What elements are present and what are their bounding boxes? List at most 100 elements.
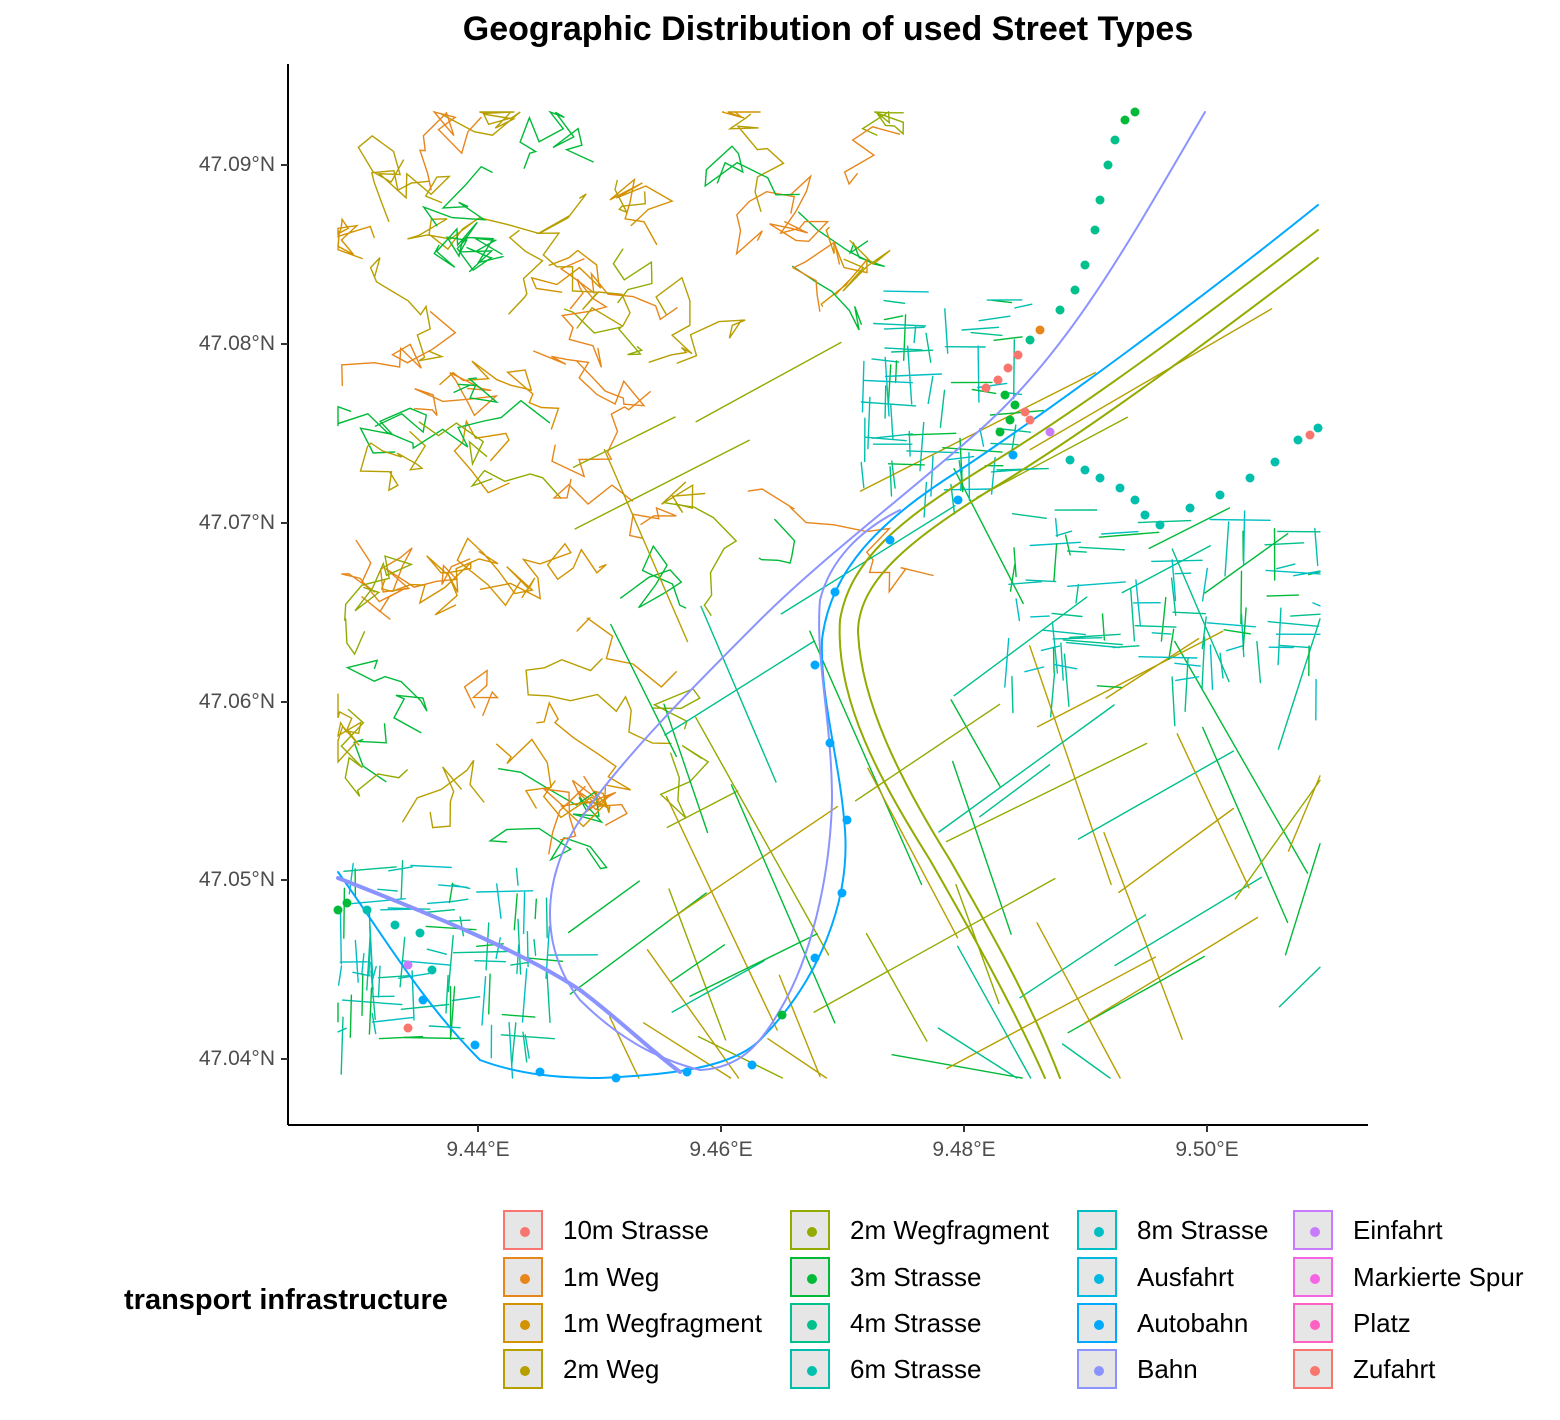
legend-dot-icon <box>520 1227 530 1237</box>
legend-key <box>503 1349 543 1389</box>
point-marker <box>1155 520 1165 530</box>
legend-item: 2m Wegfragment <box>790 1208 1049 1252</box>
street-segment <box>1066 550 1088 553</box>
street-segment <box>1171 559 1177 602</box>
point-marker <box>1080 465 1090 475</box>
street-segment <box>1266 594 1300 597</box>
street-segment <box>913 324 917 344</box>
street-segment <box>551 391 651 478</box>
street-segment <box>871 433 913 439</box>
street-segment <box>500 1034 555 1040</box>
point-marker <box>535 1067 545 1077</box>
street-segment <box>906 450 960 454</box>
point-marker <box>1025 335 1035 345</box>
street-segment <box>1279 644 1311 649</box>
point-marker <box>810 953 820 963</box>
legend-item: Zufahrt <box>1293 1347 1435 1391</box>
street-segment <box>887 364 892 406</box>
street-segment <box>903 314 907 361</box>
point-marker <box>1130 495 1140 505</box>
street-segment <box>1240 570 1243 625</box>
point-marker <box>403 1023 413 1033</box>
point-marker <box>1010 400 1020 410</box>
street-segment <box>370 169 430 222</box>
street-segment <box>474 960 507 963</box>
legend-label: 2m Wegfragment <box>850 1214 1049 1245</box>
street-segment <box>445 974 449 1014</box>
street-segment <box>1024 666 1045 673</box>
legend-key <box>503 1257 543 1297</box>
street-segment <box>496 738 552 809</box>
legend-label: Einfahrt <box>1353 1214 1443 1245</box>
street-segment <box>546 968 551 1023</box>
street-segment <box>517 918 522 975</box>
street-segment <box>891 460 896 489</box>
street-segment <box>612 248 653 304</box>
street-segment <box>427 900 453 905</box>
legend-dot-icon <box>1094 1366 1104 1376</box>
street-segment <box>1118 807 1235 894</box>
street-segment <box>349 994 353 1038</box>
street-segment <box>778 974 821 1078</box>
street-segment <box>1028 645 1112 886</box>
street-segment <box>1075 583 1080 604</box>
y-tick-label: 47.04°N <box>198 1047 275 1070</box>
street-segment <box>440 111 521 136</box>
point-marker <box>953 495 963 505</box>
point-marker <box>1055 305 1065 315</box>
point-marker <box>1065 455 1075 465</box>
street-segment <box>1242 607 1247 650</box>
legend-key <box>1077 1257 1117 1297</box>
street-segment <box>666 790 739 829</box>
street-segment <box>669 805 839 921</box>
street-segment <box>368 987 373 1035</box>
point-marker <box>418 995 428 1005</box>
street-segment <box>1174 572 1192 575</box>
legend-dot-icon <box>1094 1227 1104 1237</box>
point-marker <box>1005 415 1015 425</box>
legend-key <box>1293 1210 1333 1250</box>
legend-item: Ausfahrt <box>1077 1255 1234 1299</box>
point-marker <box>1035 325 1045 335</box>
point-marker <box>390 920 400 930</box>
street-segment <box>1049 672 1056 718</box>
street-segment <box>1014 303 1033 309</box>
main-road-2 <box>856 257 1319 1079</box>
point-marker <box>333 905 343 915</box>
legend-item: 8m Strasse <box>1077 1208 1269 1252</box>
street-segment <box>939 389 946 428</box>
legend-label: 4m Strasse <box>850 1307 982 1338</box>
street-segment <box>1040 645 1061 652</box>
street-segment <box>336 217 375 260</box>
street-segment <box>978 315 1011 322</box>
legend-item: Bahn <box>1077 1347 1198 1391</box>
street-segment <box>1277 607 1282 666</box>
street-segment <box>609 177 674 246</box>
point-marker <box>993 375 1003 385</box>
street-segment <box>661 481 706 514</box>
street-segment <box>1078 546 1126 551</box>
point-marker <box>427 965 437 975</box>
street-segment <box>1096 685 1123 689</box>
street-segment <box>1201 567 1209 602</box>
street-segment <box>368 944 371 976</box>
street-segment <box>813 877 1056 1013</box>
street-segment <box>646 949 740 1079</box>
street-segment <box>1019 914 1147 999</box>
street-segment <box>1264 542 1305 546</box>
legend-title: transport infrastructure <box>124 1284 448 1316</box>
railway-line <box>549 111 1206 1072</box>
legend-label: 6m Strasse <box>850 1353 982 1384</box>
street-segment <box>1223 629 1252 635</box>
street-segment <box>403 1036 465 1040</box>
street-segment <box>1289 613 1321 617</box>
street-segment <box>620 544 687 609</box>
legend-key <box>1293 1349 1333 1389</box>
legend-key <box>1077 1303 1117 1343</box>
street-segment <box>727 113 785 212</box>
street-segment <box>809 630 923 886</box>
y-tick-label: 47.09°N <box>198 153 275 176</box>
street-segment <box>843 126 901 186</box>
street-segment <box>1160 596 1167 642</box>
street-segment <box>792 265 862 331</box>
